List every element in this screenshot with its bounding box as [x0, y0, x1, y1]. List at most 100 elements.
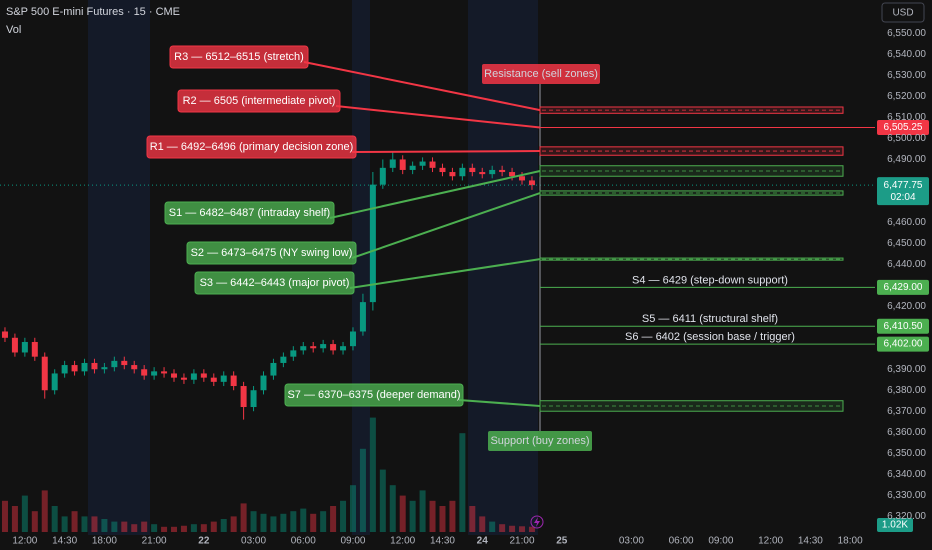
- candle-body: [519, 176, 526, 181]
- candle-body: [260, 375, 267, 391]
- x-tick-label: 14:30: [430, 536, 455, 547]
- y-tick-label: 6,530.00: [887, 70, 926, 81]
- x-tick-label: 21:00: [142, 536, 167, 547]
- candle-body: [469, 167, 476, 173]
- candle-body: [111, 360, 118, 368]
- level-price-box: [877, 279, 929, 295]
- candle-body: [151, 371, 158, 376]
- candle-body: [439, 167, 446, 173]
- volume-bar: [161, 526, 168, 532]
- candle-body: [349, 331, 356, 347]
- volume-bar: [141, 521, 148, 532]
- x-tick-label: 14:30: [798, 536, 823, 547]
- volume-bar: [220, 519, 227, 532]
- candle-body: [161, 371, 168, 374]
- volume-bar: [1, 500, 8, 532]
- x-tick-label: 12:00: [390, 536, 415, 547]
- volume-bar: [51, 506, 58, 532]
- volume-bar: [419, 490, 426, 532]
- x-tick-label: 12:00: [12, 536, 37, 547]
- volume-bar: [131, 524, 138, 532]
- level-price-label: 6,410.50: [884, 321, 923, 332]
- callout-connector: [303, 61, 541, 112]
- volume-bar: [71, 511, 78, 532]
- candle-body: [340, 346, 347, 351]
- volume-bar: [260, 513, 267, 532]
- y-tick-label: 6,460.00: [887, 217, 926, 228]
- volume-bar: [121, 521, 128, 532]
- candle-body: [11, 337, 18, 353]
- callout-label: S3 — 6442–6443 (major pivot): [200, 277, 350, 289]
- candle-body: [101, 367, 108, 370]
- chart-title: S&P 500 E-mini Futures · 15 · CME: [6, 6, 180, 18]
- callout-label: R1 — 6492–6496 (primary decision zone): [150, 141, 354, 153]
- x-tick-label: 03:00: [619, 536, 644, 547]
- volume-bar: [489, 521, 496, 532]
- level-price-box: [877, 119, 929, 135]
- candle-body: [300, 346, 307, 351]
- y-tick-label: 6,360.00: [887, 427, 926, 438]
- volume-bar: [270, 516, 277, 532]
- volume-label: Vol: [6, 24, 21, 36]
- candle-body: [121, 360, 128, 366]
- y-tick-label: 6,510.00: [887, 112, 926, 123]
- candle-body: [330, 344, 337, 351]
- volume-pane: [1, 417, 535, 532]
- y-tick-label: 6,500.00: [887, 133, 926, 144]
- y-tick-label: 6,350.00: [887, 448, 926, 459]
- volume-bar: [171, 526, 178, 532]
- y-tick-label: 6,440.00: [887, 259, 926, 270]
- volume-bar: [41, 490, 48, 532]
- resistance-header-box: [482, 64, 600, 84]
- volume-bar: [111, 521, 118, 532]
- last-price-label: 6,477.75: [884, 180, 923, 191]
- candle-body: [320, 344, 327, 349]
- volume-bar: [250, 511, 257, 532]
- y-tick-label: 6,450.00: [887, 238, 926, 249]
- event-icon[interactable]: [530, 515, 544, 529]
- candle-body: [1, 331, 8, 338]
- currency[interactable]: USD: [892, 8, 913, 19]
- y-tick-label: 6,550.00: [887, 28, 926, 39]
- x-tick-label: 06:00: [669, 536, 694, 547]
- volume-value-label: 1.02K: [882, 520, 908, 531]
- level-price-label: 6,505.25: [884, 122, 923, 133]
- candle-body: [409, 165, 416, 170]
- x-tick-label: 18:00: [92, 536, 117, 547]
- candles: [1, 151, 535, 420]
- candle-body: [419, 161, 426, 166]
- candle-body: [210, 377, 217, 382]
- volume-bar: [409, 500, 416, 532]
- countdown-label: 02:04: [890, 192, 915, 203]
- candle-body: [200, 373, 207, 378]
- callout-box: [186, 241, 357, 265]
- event-icon-bolt: [534, 517, 540, 527]
- callout-box: [169, 45, 309, 69]
- callout-label: R2 — 6505 (intermediate pivot): [183, 95, 336, 107]
- callout-connector: [349, 258, 541, 289]
- candle-body: [429, 161, 436, 168]
- volume-bar: [290, 511, 297, 532]
- candle-body: [141, 369, 148, 376]
- callout-connector: [335, 105, 541, 129]
- volume-bar: [61, 516, 68, 532]
- volume-bar: [429, 500, 436, 532]
- x-tick-label: 09:00: [340, 536, 365, 547]
- resistance-header: Resistance (sell zones): [484, 68, 598, 80]
- y-tick-label: 6,540.00: [887, 49, 926, 60]
- volume-bar: [151, 524, 158, 532]
- candle-body: [171, 373, 178, 378]
- volume-bar: [320, 511, 327, 532]
- volume-value-box: [877, 518, 913, 532]
- candle-body: [41, 356, 48, 391]
- x-tick-label: 09:00: [708, 536, 733, 547]
- callout-box: [177, 89, 341, 113]
- volume-bar: [330, 506, 337, 532]
- candle-body: [528, 180, 535, 186]
- level-label: S4 — 6429 (step-down support): [632, 274, 788, 286]
- level-label: S5 — 6411 (structural shelf): [642, 313, 778, 325]
- currency-button[interactable]: [881, 2, 925, 23]
- support-header-box: [488, 431, 592, 451]
- y-tick-label: 6,340.00: [887, 469, 926, 480]
